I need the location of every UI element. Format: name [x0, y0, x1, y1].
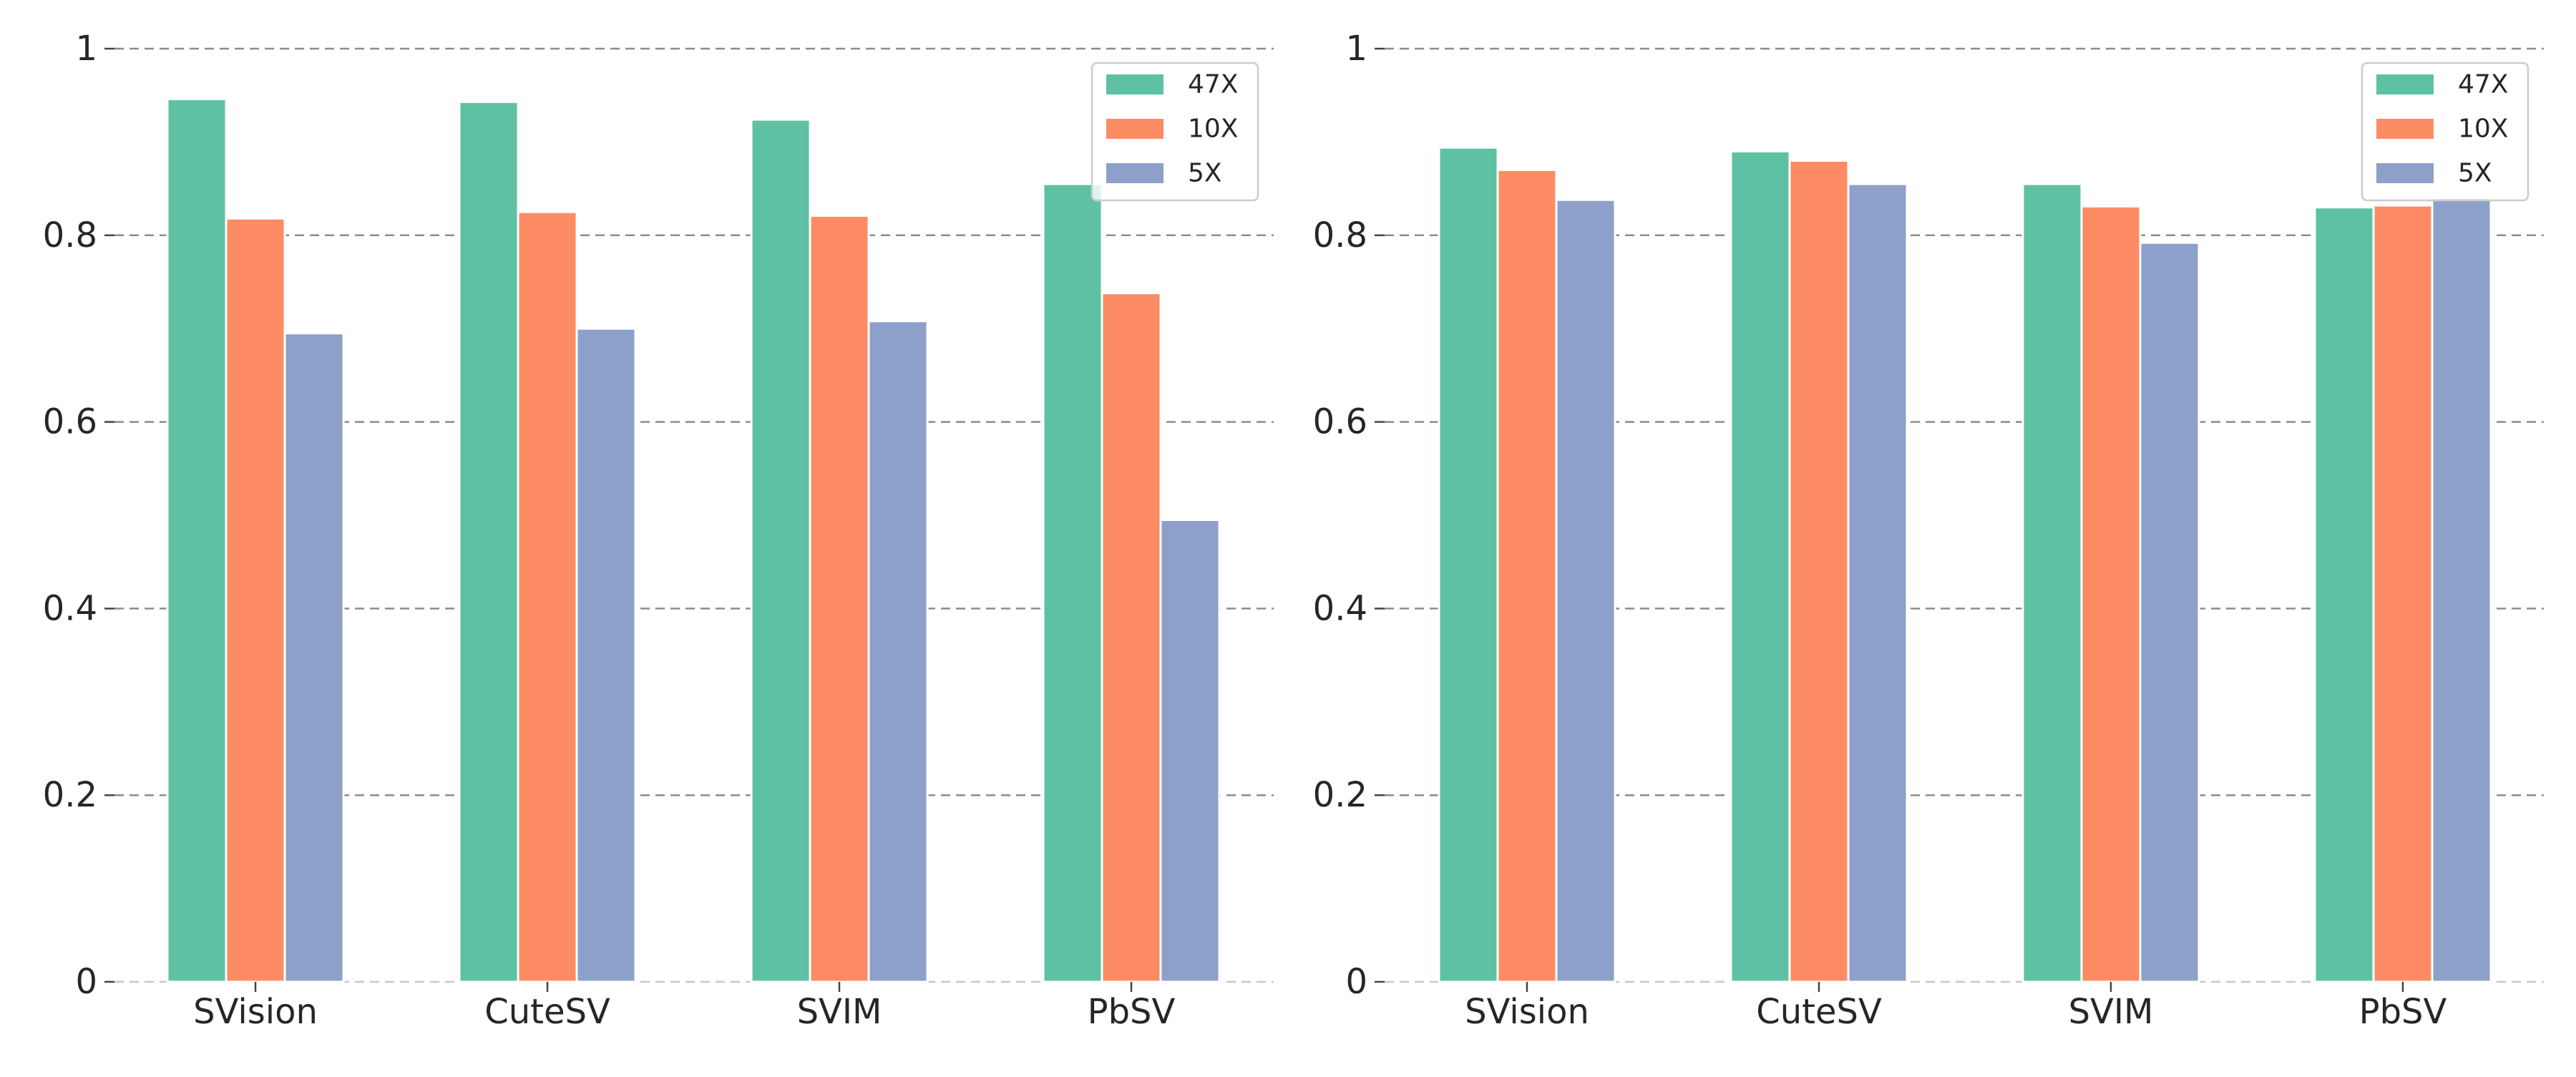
bar-pbsv-47x [2313, 206, 2375, 983]
y-tick-label: 1 [1345, 29, 1367, 69]
bar-cutesv-10x [1788, 159, 1850, 983]
legend-label: 10X [2458, 114, 2508, 144]
x-tick-label: SVIM [797, 992, 882, 1032]
x-tick-label: CuteSV [484, 992, 610, 1032]
y-tick-label: 0.4 [43, 588, 97, 628]
y-tick-label: 1 [75, 29, 97, 69]
y-tick-label: 0.6 [43, 402, 97, 442]
y-tick-label: 0.2 [1313, 775, 1367, 815]
legend-label: 47X [2458, 70, 2508, 99]
bar-svision-47x [166, 97, 228, 983]
legend-swatch-10x [2376, 119, 2434, 139]
bar-pbsv-47x [1042, 182, 1103, 983]
legend-swatch-5x [2376, 163, 2434, 183]
x-tick-label: SVision [1465, 992, 1589, 1032]
x-tick-label: CuteSV [1756, 992, 1882, 1032]
bar-svision-5x [1555, 198, 1616, 983]
bar-svim-5x [2139, 241, 2200, 983]
bar-svim-10x [809, 214, 870, 983]
legend: 47X 10X 5X [2361, 62, 2529, 202]
legend-label: 5X [1188, 159, 1222, 188]
x-tick-label: PbSV [1088, 992, 1176, 1032]
legend-label: 5X [2458, 159, 2492, 188]
x-tick-label: SVIM [2069, 992, 2154, 1032]
bar-svim-5x [867, 320, 929, 983]
legend-swatch-5x [1106, 163, 1163, 183]
x-tick-label: SVision [193, 992, 318, 1032]
chart-panel-left: 0 0.2 0.4 0.6 0.8 1 SVision CuteSV SVIM PbSV 47X 10… [43, 29, 1274, 1032]
y-tick-label: 0.2 [43, 775, 97, 815]
bar-pbsv-5x [2431, 197, 2492, 983]
bar-svim-47x [2021, 182, 2083, 983]
bar-svim-10x [2080, 205, 2142, 983]
bar-svision-5x [283, 332, 345, 983]
bar-cutesv-5x [1847, 182, 1908, 983]
legend-label: 47X [1188, 70, 1238, 99]
y-tick-label: 0 [1345, 962, 1367, 1002]
legend: 47X 10X 5X [1091, 62, 1259, 202]
legend-swatch-47x [1106, 74, 1163, 94]
bar-svision-47x [1438, 146, 1499, 983]
y-tick-label: 0.4 [1313, 588, 1367, 628]
y-tick-label: 0.6 [1313, 402, 1367, 442]
bar-pbsv-5x [1159, 519, 1221, 983]
x-tick-label: PbSV [2359, 992, 2447, 1032]
bar-svision-10x [225, 217, 286, 983]
chart-panel-right: 0 0.2 0.4 0.6 0.8 1 SVision CuteSV SVIM PbSV 47X 10… [1313, 29, 2544, 1032]
bar-svim-47x [750, 118, 811, 983]
legend-swatch-47x [2376, 74, 2434, 94]
bar-pbsv-10x [1101, 292, 1162, 983]
bar-cutesv-47x [458, 100, 519, 983]
bar-pbsv-10x [2372, 204, 2434, 983]
y-tick-label: 0 [75, 962, 97, 1002]
legend-swatch-10x [1106, 119, 1163, 139]
bar-cutesv-10x [517, 210, 578, 983]
bar-svision-10x [1496, 169, 1558, 983]
bar-cutesv-47x [1729, 150, 1791, 983]
legend-label: 10X [1188, 114, 1238, 144]
y-tick-label: 0.8 [43, 215, 97, 255]
bar-cutesv-5x [575, 327, 637, 983]
y-tick-label: 0.8 [1313, 215, 1367, 255]
